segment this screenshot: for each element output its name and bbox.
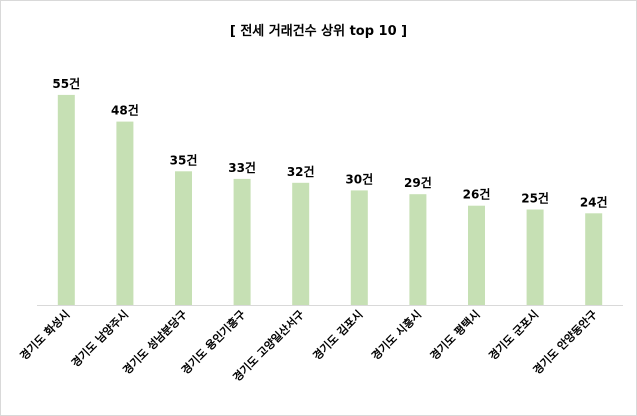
x-tick-label: 경기도 시흥시	[368, 307, 424, 363]
bar	[468, 205, 485, 305]
bar	[526, 209, 544, 305]
data-label: 24건	[580, 194, 608, 209]
bar	[292, 182, 310, 305]
x-tick-label: 경기도 화성시	[17, 307, 73, 363]
data-label: 26건	[463, 187, 491, 202]
data-label: 29건	[404, 175, 432, 190]
bar	[175, 171, 192, 305]
bar	[57, 94, 75, 306]
x-tick-label: 경기도 군포시	[486, 307, 542, 363]
x-tick-label: 경기도 평택시	[427, 307, 483, 363]
bar	[116, 121, 134, 305]
bar	[409, 194, 427, 305]
data-label: 25건	[521, 191, 549, 206]
data-label: 48건	[111, 103, 139, 118]
data-label: 33건	[228, 160, 256, 175]
x-tick-label: 경기도 김포시	[310, 307, 366, 363]
data-label: 35건	[170, 152, 198, 167]
data-label: 55건	[52, 76, 80, 91]
data-label: 32건	[287, 164, 315, 179]
bar	[233, 178, 251, 305]
bar	[585, 213, 603, 305]
bar	[350, 190, 368, 305]
chart-title: [ 전세 거래건수 상위 top 10 ]	[229, 24, 408, 39]
x-tick-label: 경기도 남양주시	[68, 307, 131, 370]
data-label: 30건	[345, 171, 373, 186]
